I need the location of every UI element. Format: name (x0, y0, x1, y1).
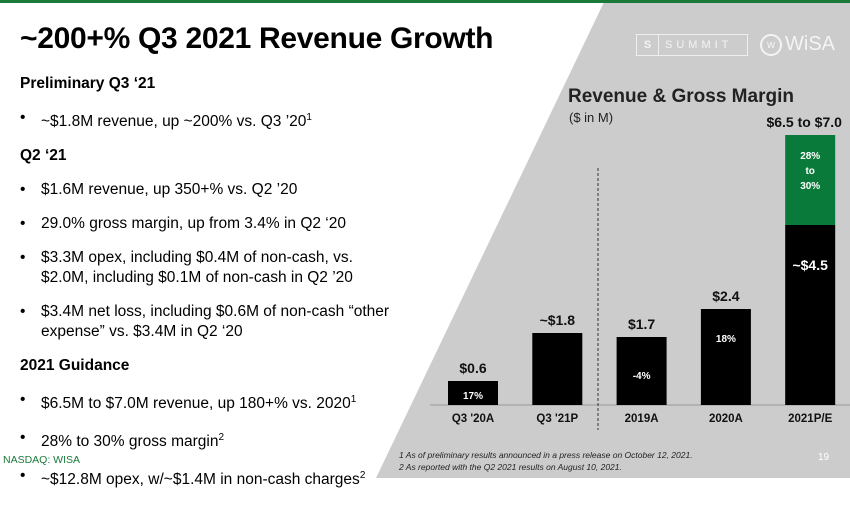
logos: S SUMMIT w WiSA (636, 33, 835, 56)
chart-subtitle: ($ in M) (569, 110, 614, 125)
bar (785, 225, 836, 405)
bullet: $3.4M net loss, including $0.6M of non-c… (20, 302, 400, 342)
highlights: Preliminary Q3 ‘21 ~$1.8M revenue, up ~2… (20, 74, 400, 505)
bar (616, 337, 667, 405)
value-label: $1.7 (628, 316, 655, 332)
value-label: $6.5 to $7.0 (766, 114, 842, 130)
bullet: ~$1.8M revenue, up ~200% vs. Q3 ’201 (20, 108, 400, 132)
x-tick-label: 2019A (625, 413, 659, 425)
revenue-chart: 17% $0.6 Q3 '20A ~$1.8 Q3 '21P -4% $1.7 2019A 18… (430, 114, 850, 430)
value-label: ~$1.8 (540, 312, 576, 328)
x-tick-label: Q3 '20A (452, 413, 494, 425)
x-tick-label: 2021P/E (788, 413, 832, 425)
top-accent-line (0, 0, 850, 3)
bar (448, 381, 498, 405)
page-title: ~200+% Q3 2021 Revenue Growth (20, 22, 494, 55)
inner-label: 18% (716, 334, 736, 345)
page-number: 19 (818, 452, 830, 463)
inner-label: -4% (633, 371, 651, 382)
segment-label: 30% (800, 181, 820, 192)
heading-q2: Q2 ‘21 (20, 147, 67, 165)
heading-q3: Preliminary Q3 ‘21 (20, 75, 156, 92)
segment-label: to (805, 166, 814, 177)
ticker: NASDAQ: WISA (3, 454, 81, 466)
wisa-logo: w WiSA (760, 33, 835, 56)
inner-label: ~$4.5 (792, 257, 828, 273)
bar (532, 333, 583, 405)
bar (700, 309, 751, 405)
bullet: 28% to 30% gross margin2 (20, 428, 400, 452)
x-tick-label: Q3 '21P (536, 413, 578, 425)
value-label: $2.4 (712, 288, 739, 304)
inner-label: 17% (463, 391, 483, 402)
bullet: $1.6M revenue, up 350+% vs. Q2 ’20 (20, 180, 400, 200)
heading-guidance: 2021 Guidance (20, 357, 130, 375)
bullet: 29.0% gross margin, up from 3.4% in Q2 ‘… (20, 214, 400, 234)
bullet: $3.3M opex, including $0.4M of non-cash,… (20, 248, 400, 288)
summit-logo: S SUMMIT (636, 33, 748, 56)
x-tick-label: 2020A (709, 413, 743, 425)
segment-label: 28% (800, 151, 820, 162)
value-label: $0.6 (459, 360, 486, 376)
chart-title: Revenue & Gross Margin (568, 86, 794, 107)
footnotes: 1 As of preliminary results announced in… (399, 450, 693, 472)
guidance-bar-segment (785, 135, 836, 225)
bullet: $6.5M to $7.0M revenue, up 180+% vs. 202… (20, 390, 400, 414)
